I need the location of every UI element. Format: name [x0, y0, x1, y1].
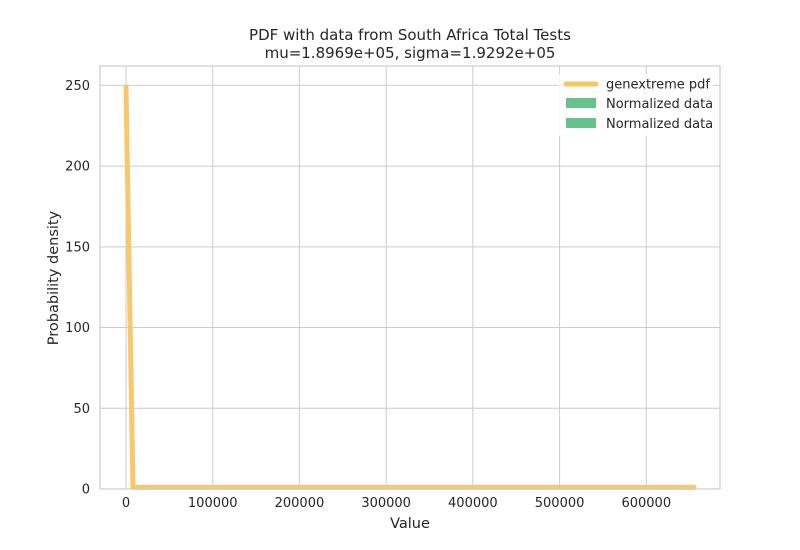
legend-label-normalized-data-2: Normalized data	[606, 117, 713, 132]
chart-title: PDF with data from South Africa Total Te…	[249, 26, 571, 44]
y-axis-ticks: 0 50 100 150 200 250	[65, 79, 90, 498]
x-tick-label: 100000	[188, 496, 238, 511]
chart-subtitle: mu=1.8969e+05, sigma=1.9292e+05	[265, 44, 556, 62]
y-tick-label: 50	[73, 402, 90, 417]
x-tick-label: 0	[122, 496, 130, 511]
plot-frame	[99, 65, 721, 490]
x-tick-label: 400000	[448, 496, 498, 511]
x-tick-label: 600000	[621, 496, 671, 511]
x-tick-label: 300000	[361, 496, 411, 511]
legend-swatch-normalized-data-2	[566, 118, 596, 128]
x-tick-label: 500000	[535, 496, 585, 511]
legend-label-normalized-data-1: Normalized data	[606, 97, 713, 112]
legend-label-genextreme-pdf: genextreme pdf	[606, 78, 710, 93]
y-tick-label: 100	[65, 321, 90, 336]
y-axis-label: Probability density	[46, 210, 62, 345]
y-tick-label: 250	[65, 79, 90, 94]
legend-swatch-normalized-data-1	[566, 98, 596, 108]
x-axis-label: Value	[390, 516, 430, 532]
y-tick-label: 0	[82, 483, 90, 498]
x-axis-ticks: 0 100000 200000 300000 400000 500000 600000	[122, 496, 671, 511]
y-tick-label: 200	[65, 160, 90, 175]
x-tick-label: 200000	[275, 496, 325, 511]
plot-series	[123, 84, 697, 490]
legend: genextreme pdf Normalized data Normalize…	[558, 74, 714, 136]
y-tick-label: 150	[65, 240, 90, 255]
genextreme-pdf-line	[123, 84, 697, 490]
